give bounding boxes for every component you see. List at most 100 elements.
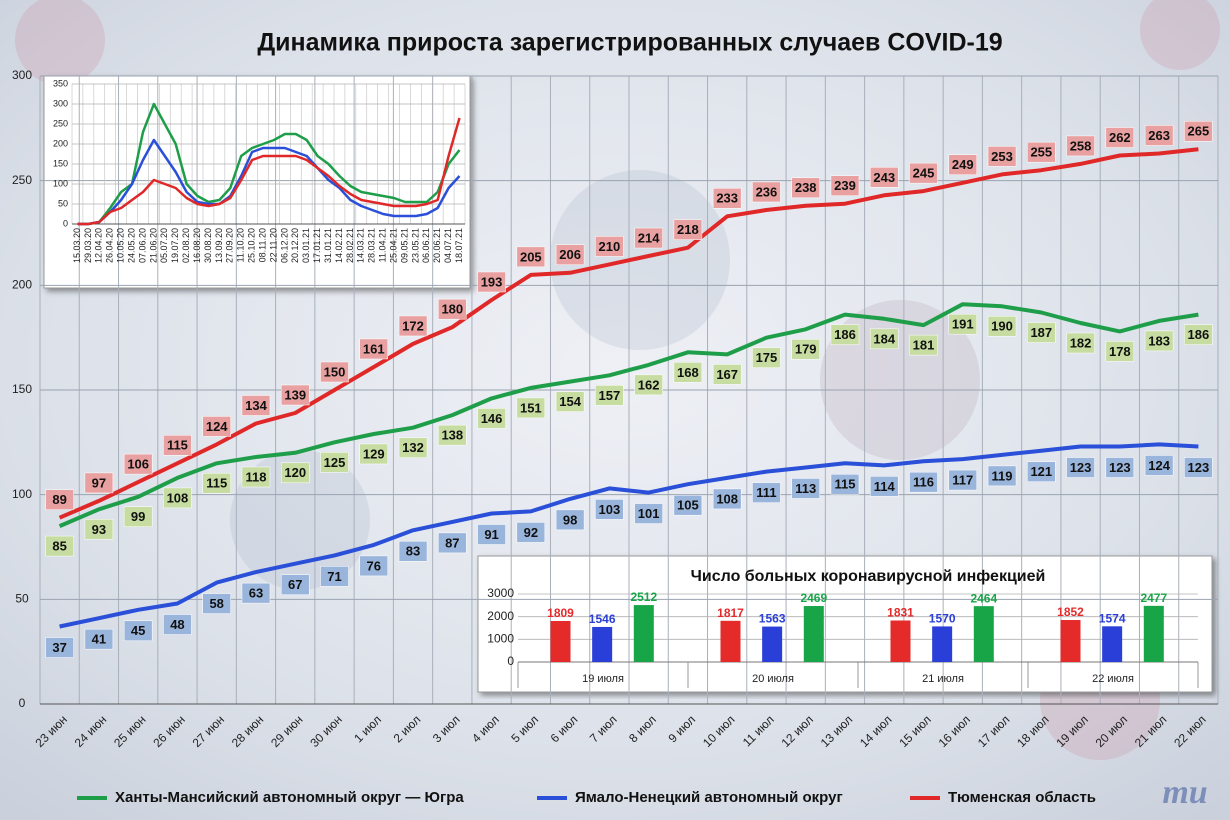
- data-label: 262: [1109, 130, 1131, 145]
- series-line: [77, 138, 461, 226]
- x-tick-label: 28.03.21: [367, 228, 377, 263]
- data-label: 180: [441, 302, 463, 317]
- label-box: [712, 364, 742, 385]
- data-label: 41: [92, 632, 106, 647]
- label-box: [1184, 457, 1213, 478]
- data-label: 115: [167, 438, 188, 453]
- data-label: 255: [1030, 145, 1052, 160]
- label-box: [280, 384, 310, 406]
- label-box: [84, 519, 114, 540]
- bar: [1102, 626, 1123, 662]
- label-box: [634, 227, 663, 249]
- y-tick-label: 50: [58, 198, 68, 208]
- label-box: [987, 465, 1017, 487]
- data-label: 120: [284, 465, 306, 480]
- bar: [592, 626, 613, 662]
- data-label: 245: [913, 166, 935, 181]
- label-box: [477, 271, 506, 293]
- data-label: 1574: [1099, 611, 1126, 625]
- y-tick-label: 300: [12, 68, 32, 82]
- label-box: [909, 162, 938, 184]
- data-label: 76: [367, 558, 381, 573]
- x-tick-label: 24.05.20: [126, 228, 136, 263]
- label-box: [948, 469, 978, 491]
- bar: [890, 620, 911, 662]
- label-box: [1144, 125, 1174, 146]
- data-label: 123: [1188, 460, 1210, 475]
- label-box: [909, 471, 938, 493]
- y-tick-label: 0: [507, 654, 514, 668]
- data-label: 129: [363, 446, 385, 461]
- data-label: 67: [288, 577, 302, 592]
- label-box: [438, 424, 467, 446]
- data-label: 1546: [589, 612, 616, 626]
- x-tick-label: 12.04.20: [94, 228, 104, 263]
- inset-panel: [477, 555, 1213, 693]
- label-box: [202, 473, 231, 494]
- data-label: 233: [716, 191, 738, 206]
- data-label: 2477: [1140, 591, 1167, 605]
- label-box: [987, 146, 1017, 167]
- data-label: 71: [327, 569, 341, 584]
- label-box: [241, 395, 271, 416]
- label-box: [987, 316, 1017, 337]
- label-box: [516, 522, 546, 543]
- y-tick-label: 200: [12, 278, 32, 292]
- label-box: [673, 494, 703, 516]
- inset-panel: [43, 75, 471, 289]
- label-box: [595, 236, 624, 257]
- data-label: 1570: [929, 612, 956, 626]
- data-label: 154: [559, 394, 581, 409]
- label-box: [869, 476, 899, 497]
- data-label: 184: [873, 331, 895, 346]
- data-label: 115: [206, 476, 227, 491]
- data-label: 58: [209, 596, 223, 611]
- label-box: [438, 532, 467, 554]
- data-label: 37: [52, 640, 66, 655]
- bar: [550, 620, 571, 662]
- data-label: 87: [445, 535, 459, 550]
- data-label: 108: [167, 490, 189, 505]
- label-box: [869, 167, 899, 188]
- data-label: 89: [52, 492, 66, 507]
- label-box: [791, 339, 820, 360]
- label-box: [45, 535, 74, 557]
- label-box: [398, 541, 428, 562]
- label-box: [595, 385, 624, 406]
- label-box: [163, 614, 192, 635]
- data-label: 239: [834, 178, 856, 193]
- data-label: 108: [716, 491, 738, 506]
- data-label: 1809: [547, 606, 574, 620]
- chart-title: Динамика прироста зарегистрированных слу…: [257, 29, 1002, 57]
- data-label: 265: [1188, 124, 1210, 139]
- label-box: [752, 181, 781, 203]
- label-box: [45, 637, 74, 658]
- data-label: 119: [992, 468, 1013, 483]
- x-tick-label: 11.04.21: [378, 228, 388, 262]
- data-label: 121: [1030, 464, 1052, 479]
- x-tick-label: 19 июля: [582, 673, 624, 685]
- x-tick-label: 10.05.20: [116, 228, 126, 263]
- x-tick-label: 23.05.21: [410, 228, 420, 263]
- label-box: [320, 452, 349, 473]
- data-label: 181: [913, 338, 935, 353]
- data-label: 113: [795, 481, 816, 496]
- data-label: 111: [756, 485, 776, 500]
- data-label: 123: [1109, 460, 1131, 475]
- label-box: [84, 472, 114, 494]
- label-box: [909, 334, 938, 356]
- x-tick-label: 04.07.21: [443, 228, 453, 263]
- label-box: [1105, 457, 1135, 478]
- x-tick-label: 13.09.20: [214, 228, 224, 263]
- x-tick-label: 17.01.21: [312, 228, 322, 263]
- data-label: 190: [991, 319, 1013, 334]
- data-label: 151: [520, 400, 542, 415]
- data-label: 187: [1030, 325, 1052, 340]
- data-label: 168: [677, 365, 699, 380]
- label-box: [477, 408, 506, 429]
- series-line: [59, 442, 1199, 629]
- label-box: [830, 474, 860, 495]
- y-tick-label: 3000: [487, 586, 514, 600]
- data-label: 99: [131, 509, 145, 524]
